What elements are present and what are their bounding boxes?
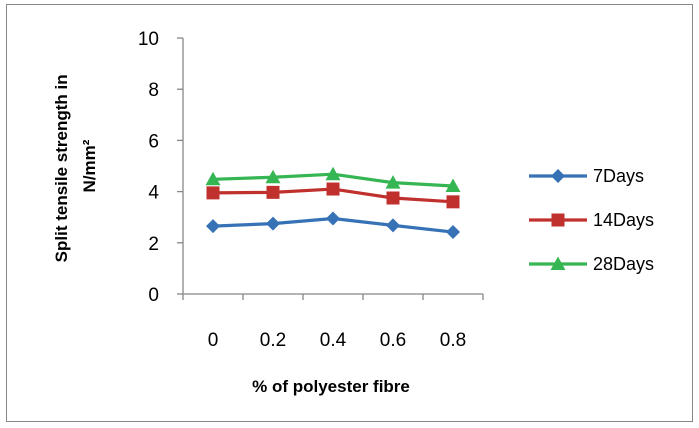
data-point <box>266 185 280 199</box>
data-point <box>386 218 400 233</box>
data-point <box>385 175 401 189</box>
legend-item-14days: 14Days <box>529 210 654 230</box>
legend-marker <box>551 213 565 227</box>
legend-label: 28Days <box>593 254 654 274</box>
y-axis-title-line-1: Split tensile strength in <box>52 74 71 262</box>
data-point <box>446 225 460 240</box>
data-point <box>205 171 221 186</box>
series-14days <box>206 182 460 209</box>
chart-frame <box>6 4 693 422</box>
data-point <box>206 219 220 234</box>
data-point <box>326 211 340 226</box>
x-ticks: 0 0.2 0.4 0.6 0.8 <box>182 294 484 351</box>
data-point <box>265 169 281 184</box>
y-tick-label: 2 <box>148 234 159 255</box>
data-point <box>206 186 220 200</box>
y-tick-label: 8 <box>148 80 159 101</box>
y-tick-label: 10 <box>138 29 159 50</box>
x-axis-title: % of polyester fibre <box>252 377 410 396</box>
x-tick-label: 0.6 <box>380 330 406 351</box>
data-point <box>386 191 400 205</box>
legend-item-28days: 28Days <box>529 254 654 274</box>
y-tick-label: 4 <box>148 183 159 204</box>
legend-item-7days: 7Days <box>529 166 644 186</box>
x-tick-label: 0.2 <box>260 330 286 351</box>
y-axis-title: Split tensile strength in N/mm² <box>52 70 99 263</box>
y-axis-title-line-2: N/mm² <box>80 139 99 192</box>
data-point <box>446 195 460 209</box>
series-28days <box>205 166 461 192</box>
x-tick-label: 0.4 <box>320 330 347 351</box>
axes <box>182 38 483 295</box>
y-ticks: 0 2 4 6 8 10 <box>138 29 183 306</box>
series-7days <box>206 211 460 240</box>
y-tick-label: 6 <box>148 131 159 152</box>
series-layer <box>205 166 461 240</box>
data-point <box>445 178 461 192</box>
legend-marker <box>550 256 566 270</box>
data-point <box>326 182 340 196</box>
data-point <box>325 166 341 181</box>
legend: 7Days 14Days 28Days <box>529 166 654 274</box>
y-tick-label: 0 <box>148 285 159 306</box>
legend-label: 7Days <box>593 166 644 186</box>
legend-label: 14Days <box>593 210 654 230</box>
x-tick-label: 0.8 <box>440 330 466 351</box>
legend-marker <box>551 169 565 183</box>
x-tick-label: 0 <box>208 330 219 351</box>
data-point <box>266 216 280 231</box>
